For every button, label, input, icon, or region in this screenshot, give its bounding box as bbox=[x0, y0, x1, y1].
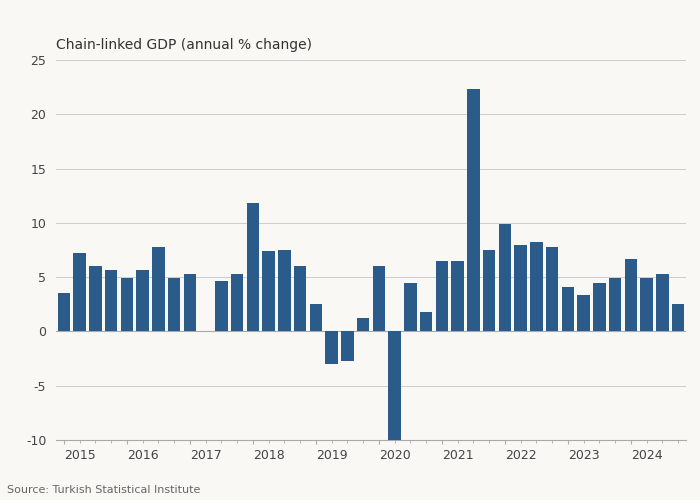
Bar bbox=[152, 246, 164, 332]
Bar bbox=[672, 304, 685, 332]
Bar bbox=[105, 270, 118, 332]
Bar bbox=[309, 304, 322, 332]
Bar bbox=[215, 282, 228, 332]
Bar bbox=[389, 332, 401, 440]
Bar bbox=[89, 266, 102, 332]
Bar bbox=[136, 270, 149, 332]
Bar bbox=[435, 261, 448, 332]
Bar bbox=[624, 258, 637, 332]
Bar bbox=[656, 274, 668, 332]
Bar bbox=[278, 250, 290, 332]
Bar bbox=[530, 242, 542, 332]
Bar bbox=[120, 278, 133, 332]
Bar bbox=[231, 274, 244, 332]
Bar bbox=[404, 282, 416, 332]
Bar bbox=[483, 250, 496, 332]
Bar bbox=[609, 278, 622, 332]
Bar bbox=[514, 244, 527, 332]
Bar bbox=[452, 261, 464, 332]
Bar bbox=[57, 294, 70, 332]
Bar bbox=[168, 278, 181, 332]
Bar bbox=[74, 254, 86, 332]
Bar bbox=[561, 287, 574, 332]
Bar bbox=[372, 266, 385, 332]
Bar bbox=[246, 204, 259, 332]
Bar bbox=[498, 224, 511, 332]
Bar bbox=[593, 282, 606, 332]
Text: Source: Turkish Statistical Institute: Source: Turkish Statistical Institute bbox=[7, 485, 200, 495]
Bar bbox=[326, 332, 338, 364]
Text: Chain-linked GDP (annual % change): Chain-linked GDP (annual % change) bbox=[56, 38, 312, 52]
Bar bbox=[546, 246, 559, 332]
Bar bbox=[357, 318, 370, 332]
Bar bbox=[262, 251, 275, 332]
Bar bbox=[640, 278, 653, 332]
Bar bbox=[467, 90, 480, 332]
Bar bbox=[341, 332, 354, 360]
Bar bbox=[578, 294, 590, 332]
Bar bbox=[294, 266, 307, 332]
Bar bbox=[183, 274, 196, 332]
Bar bbox=[420, 312, 433, 332]
